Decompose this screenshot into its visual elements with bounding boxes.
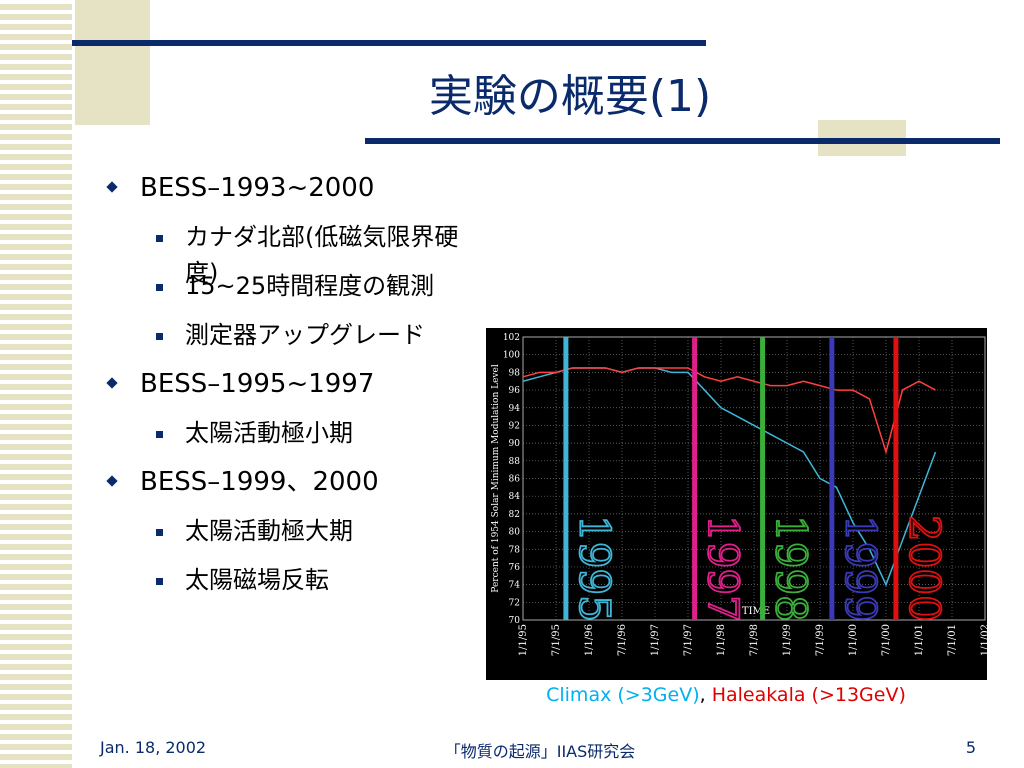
sub-bullet: 太陽磁場反転 — [100, 562, 490, 611]
y-tick-label: 82 — [509, 510, 520, 520]
y-tick-label: 102 — [503, 333, 520, 343]
y-tick-label: 80 — [509, 528, 521, 538]
x-axis-label: TIME — [742, 606, 770, 617]
page-number: 5 — [965, 738, 976, 757]
footer-date: Jan. 18, 2002 — [100, 738, 207, 757]
x-tick-label: 1/1/01 — [914, 624, 925, 656]
sub-bullet: 太陽活動極小期 — [100, 415, 490, 464]
x-tick-label: 1/1/00 — [848, 624, 859, 656]
year-label: 1995 — [570, 515, 619, 622]
y-tick-label: 76 — [509, 563, 521, 573]
y-tick-label: 96 — [509, 386, 521, 396]
x-tick-label: 7/1/96 — [617, 624, 628, 656]
x-tick-label: 1/1/98 — [716, 624, 727, 656]
bullet-list: BESS–1993~2000 カナダ北部(低磁気限界硬度) 15~25時間程度の観測… — [100, 170, 490, 611]
deco-rule — [72, 40, 706, 46]
y-tick-label: 72 — [509, 598, 520, 608]
y-tick-label: 78 — [509, 545, 521, 555]
sub-bullet: カナダ北部(低磁気限界硬度) — [100, 219, 490, 287]
y-tick-label: 86 — [509, 475, 521, 485]
bullet: BESS–1995~1997 — [100, 366, 490, 415]
y-tick-label: 92 — [509, 421, 520, 431]
bullet: BESS–1999、2000 — [100, 464, 490, 513]
x-tick-label: 7/1/97 — [683, 624, 694, 656]
y-tick-label: 100 — [503, 351, 520, 361]
year-label: 1998 — [767, 515, 816, 622]
x-tick-label: 7/1/98 — [749, 624, 760, 656]
x-tick-label: 1/1/95 — [518, 624, 529, 656]
legend-entry: Climax (>3GeV) — [546, 684, 700, 706]
year-label: 1997 — [699, 515, 748, 622]
x-tick-label: 7/1/99 — [815, 624, 826, 656]
x-tick-label: 7/1/01 — [947, 624, 958, 656]
sub-bullet: 15~25時間程度の観測 — [100, 268, 490, 317]
legend-separator: , — [699, 684, 712, 706]
y-tick-label: 70 — [509, 616, 521, 626]
data-line — [522, 367, 936, 455]
footer-event: 「物質の起源」IIAS研究会 — [444, 742, 636, 761]
y-tick-label: 84 — [509, 492, 521, 502]
y-tick-label: 90 — [509, 439, 521, 449]
plot-frame — [522, 336, 986, 621]
x-tick-label: 1/1/02 — [980, 624, 987, 656]
x-tick-label: 7/1/00 — [881, 624, 892, 656]
deco-rule — [365, 138, 1000, 144]
chart-background — [486, 328, 987, 680]
sub-bullet: 測定器アップグレード — [100, 317, 490, 366]
y-tick-label: 98 — [509, 368, 521, 378]
y-axis-label: Percent of 1954 Solar Minimum Modulation… — [491, 364, 501, 593]
year-label: 1999 — [836, 515, 885, 622]
x-tick-label: 7/1/95 — [551, 624, 562, 656]
slide-title: 実験の概要(1) — [428, 71, 712, 122]
sub-bullet: 太陽活動極大期 — [100, 513, 490, 562]
x-tick-label: 1/1/96 — [584, 624, 595, 656]
year-label: 2000 — [900, 515, 949, 622]
x-tick-label: 1/1/99 — [782, 624, 793, 656]
y-tick-label: 94 — [509, 404, 521, 414]
legend: Climax (>3GeV), Haleakala (>13GeV) — [486, 684, 966, 706]
bullet: BESS–1993~2000 — [100, 170, 490, 219]
chart: 70 72 74 76 78 80 82 84 86 88 90 92 94 96 98 100 102 1/1/… — [486, 328, 987, 680]
stripe-band — [0, 0, 72, 768]
deco-block — [75, 0, 150, 125]
x-tick-label: 1/1/97 — [650, 624, 661, 656]
legend-entry: Haleakala (>13GeV) — [711, 684, 906, 706]
y-tick-label: 74 — [509, 581, 521, 591]
y-tick-label: 88 — [509, 457, 521, 467]
